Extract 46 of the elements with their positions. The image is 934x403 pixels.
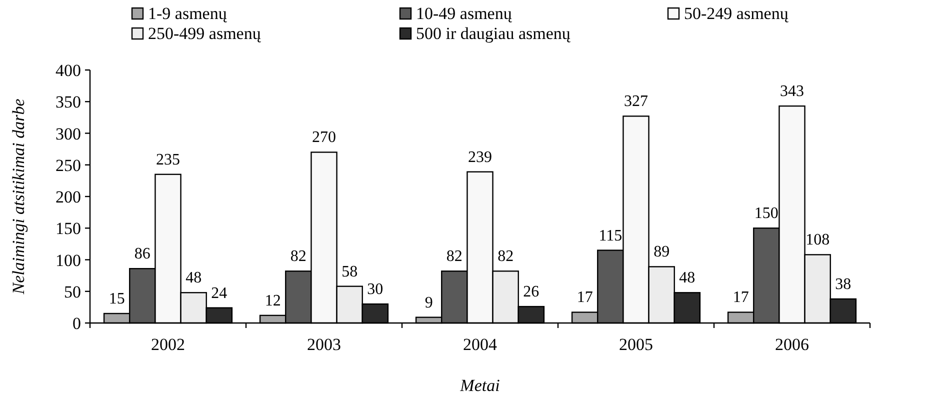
x-tick-label: 2006	[775, 335, 809, 354]
x-tick-label: 2002	[151, 335, 185, 354]
y-axis-title: Nelaimingi atsitikimai darbe	[9, 98, 28, 296]
x-tick-label: 2003	[307, 335, 341, 354]
legend-label: 250-499 asmenų	[148, 24, 262, 43]
y-tick-label: 150	[56, 219, 81, 238]
data-label: 82	[446, 248, 462, 266]
data-label: 26	[523, 284, 540, 301]
data-label: 235	[156, 151, 180, 168]
data-label: 12	[264, 292, 281, 310]
y-tick-label: 50	[64, 282, 81, 302]
data-label: 38	[835, 276, 852, 293]
x-tick-label: 2004	[463, 335, 498, 354]
legend-label: 10-49 asmenų	[416, 4, 512, 23]
data-label: 30	[367, 281, 384, 298]
data-label: 86	[134, 246, 150, 263]
data-label: 239	[468, 148, 492, 166]
data-label: 24	[211, 284, 228, 302]
y-tick-label: 100	[56, 250, 81, 270]
data-label: 9	[424, 294, 433, 312]
data-label: 48	[186, 270, 202, 287]
data-label: 17	[732, 289, 749, 306]
y-tick-label: 350	[56, 92, 81, 112]
y-tick-label: 200	[56, 188, 81, 206]
legend-label: 50-249 asmenų	[684, 4, 789, 23]
data-label: 15	[108, 290, 125, 308]
data-label: 150	[754, 205, 778, 222]
y-tick-label: 400	[56, 61, 81, 80]
x-tick-label: 2005	[619, 335, 653, 354]
data-label: 115	[598, 227, 622, 244]
y-tick-label: 0	[72, 314, 81, 333]
data-label: 82	[290, 248, 306, 266]
data-label: 343	[780, 83, 804, 100]
legend-label: 500 ir daugiau asmenų	[416, 24, 571, 43]
data-label: 17	[576, 289, 593, 306]
data-label: 108	[806, 232, 830, 249]
y-tick-label: 300	[56, 124, 81, 144]
data-label: 270	[312, 129, 336, 146]
data-label: 48	[679, 270, 696, 287]
data-label: 82	[498, 248, 514, 266]
data-label: 327	[624, 93, 648, 110]
x-axis-title: Metai	[459, 376, 500, 395]
data-label: 89	[654, 244, 670, 261]
y-tick-label: 250	[56, 156, 81, 175]
legend-label: 1-9 asmenų	[148, 4, 228, 23]
data-label: 58	[342, 263, 358, 280]
